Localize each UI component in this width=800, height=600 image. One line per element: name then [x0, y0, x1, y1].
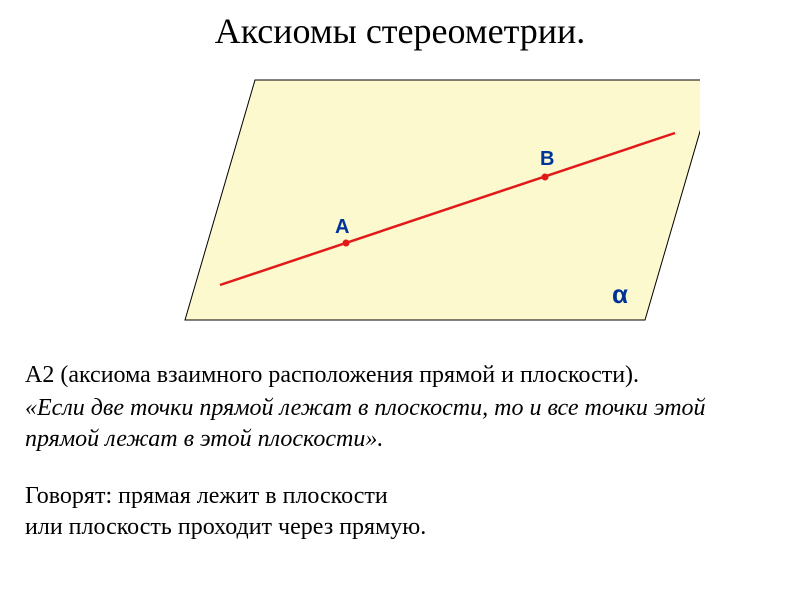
point-a [343, 240, 350, 247]
alpha-label: α [612, 279, 628, 309]
point-b-label: В [540, 148, 554, 170]
note-text: Говорят: прямая лежит в плоскости или пл… [25, 481, 775, 543]
note-line-1: Говорят: прямая лежит в плоскости [25, 481, 775, 512]
page-title: Аксиомы стереометрии. [0, 0, 800, 52]
point-b [542, 174, 549, 181]
note-line-2: или плоскость проходит через прямую. [25, 512, 775, 543]
axiom-label: А2 (аксиома взаимного расположения прямо… [25, 360, 775, 391]
geometry-diagram: А В α [100, 65, 700, 340]
text-content: А2 (аксиома взаимного расположения прямо… [25, 360, 775, 543]
point-a-label: А [335, 216, 349, 238]
axiom-text: «Если две точки прямой лежат в плоскости… [25, 393, 775, 455]
